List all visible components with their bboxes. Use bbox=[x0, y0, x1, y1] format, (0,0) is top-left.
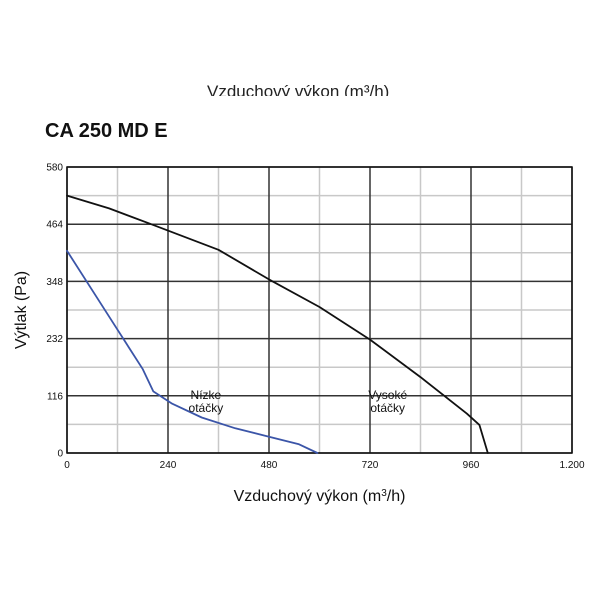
series-label: Vysoké otáčky bbox=[368, 388, 407, 415]
x-tick-label: 240 bbox=[160, 460, 177, 471]
series-line bbox=[66, 194, 489, 454]
cropped-header: Vzduchový výkon (m³/h) bbox=[0, 74, 600, 96]
y-tick-label: 232 bbox=[46, 334, 63, 345]
x-axis-title-prefix: Vzduchový výkon (m bbox=[234, 488, 382, 505]
x-tick-label: 0 bbox=[64, 460, 70, 471]
x-tick-label: 960 bbox=[463, 460, 480, 471]
series-label-line: otáčky bbox=[370, 401, 405, 415]
y-tick-label: 348 bbox=[46, 277, 63, 288]
plot-frame bbox=[66, 166, 573, 454]
y-tick-label: 0 bbox=[57, 449, 63, 460]
series-label-line: Vysoké bbox=[368, 388, 407, 402]
cropped-header-text: Vzduchový výkon (m³/h) bbox=[207, 82, 390, 96]
minor-grid bbox=[67, 167, 572, 453]
x-tick-label: 1.200 bbox=[559, 460, 584, 471]
x-tick-labels: 0 240 480 720 960 1.200 bbox=[64, 460, 585, 471]
series-label-line: otáčky bbox=[189, 401, 224, 415]
x-axis-title-suffix: /h) bbox=[387, 488, 406, 505]
chart-title: CA 250 MD E bbox=[45, 120, 168, 142]
series-label: Nízke otáčky bbox=[189, 388, 224, 415]
series-line bbox=[66, 249, 319, 454]
y-tick-label: 116 bbox=[47, 391, 63, 402]
x-tick-label: 480 bbox=[261, 460, 278, 471]
y-axis-title: Výtlak (Pa) bbox=[13, 271, 30, 349]
x-axis-title: Vzduchový výkon (m3/h) bbox=[234, 488, 406, 506]
y-tick-labels: 0 116 232 348 464 580 bbox=[46, 163, 63, 460]
series-label-line: Nízke bbox=[191, 388, 222, 402]
x-tick-label: 720 bbox=[362, 460, 379, 471]
x-axis-title-sup: 3 bbox=[381, 488, 387, 499]
series-layer bbox=[66, 194, 489, 454]
y-tick-label: 580 bbox=[46, 163, 63, 174]
y-tick-label: 464 bbox=[46, 220, 63, 231]
